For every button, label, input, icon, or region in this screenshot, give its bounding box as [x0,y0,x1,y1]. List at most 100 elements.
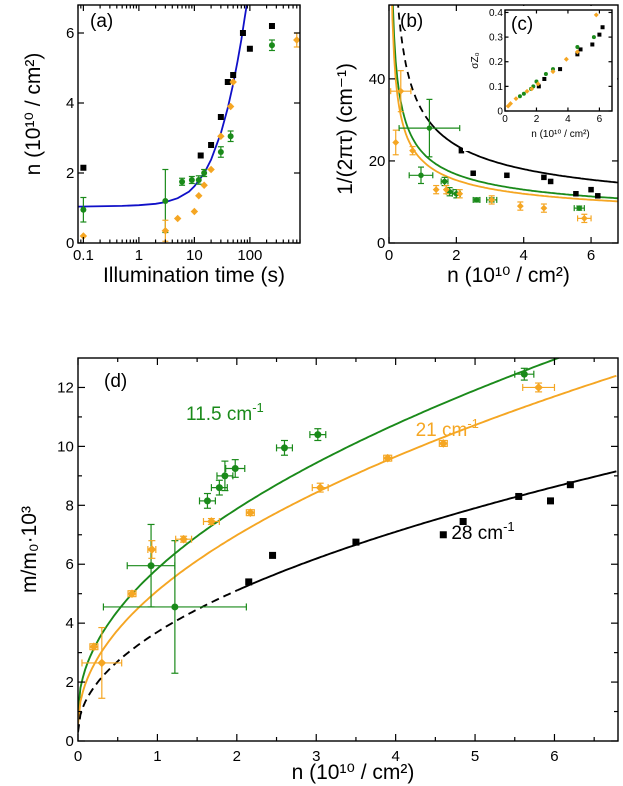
data-point-circle [520,370,528,378]
data-point-diamond [397,87,405,95]
x-axis-label: Illumination time (s) [103,264,285,287]
y-axis-label: σZ₀ [470,52,481,68]
inset-background [463,6,617,151]
data-point-square [595,193,601,199]
series-0 [245,481,574,586]
data-point-circle [426,125,433,131]
data-point-square [268,23,275,29]
data-point-circle [268,42,275,49]
data-point-diamond [173,214,182,223]
data-point-diamond [534,383,543,392]
data-point-square [269,551,277,559]
data-point-diamond [593,12,599,18]
x-tick-label: 1 [135,247,143,264]
data-point-diamond [488,196,496,204]
y-tick-label: 20 [369,153,386,170]
series-0 [80,23,275,171]
y-tick-label: 10 [57,438,74,455]
y-axis-label: 1/(2πτ) (cm⁻¹) [334,63,357,195]
data-point-square [578,47,583,52]
data-point-circle [215,484,223,492]
data-point-square [536,84,541,89]
data-point-circle [147,562,155,570]
data-point-diamond [229,78,237,86]
data-point-square [230,72,237,78]
annotation-superscript: -1 [252,400,264,415]
data-point-circle [179,178,186,185]
data-point-diamond [392,139,400,146]
data-point-square [217,114,224,120]
data-point-circle [280,444,288,452]
data-point-diamond [200,181,208,189]
data-point-square [597,32,602,37]
data-point-circle [575,44,580,49]
model-curve-dashed [78,589,238,733]
model-curve [78,358,562,714]
panel-label-c: (c) [511,14,533,35]
data-point-diamond [217,132,225,140]
y-tick-label: 8 [65,497,73,514]
x-tick-label: 0 [385,247,393,264]
plot-area [78,5,300,242]
axes-c-frame [504,9,613,112]
data-point-diamond [147,545,157,554]
data-point-diamond [540,204,548,212]
data-point-diamond [550,69,556,75]
data-point-circle [418,172,424,179]
y-tick-label: 40 [369,71,386,88]
data-point-circle [517,94,522,99]
panel-label-d: (d) [104,371,127,392]
annotation-text: 28 cm [451,523,503,544]
fit-curve [78,5,248,208]
x-tick-label: 4 [391,748,399,765]
y-tick-label: 2 [65,674,73,691]
x-axis-label: n (10¹⁰ / cm²) [447,264,570,287]
series-2 [390,70,592,224]
data-point-diamond [179,534,188,544]
x-axis-label: n (10¹⁰ / cm²) [292,761,415,784]
data-point-circle [221,472,229,480]
curve-annotation: 28 cm-1 [451,519,514,544]
data-point-diamond [432,186,440,194]
data-point-circle [188,177,195,183]
y-tick-label: 2 [66,165,74,182]
data-point-square [541,174,547,181]
data-point-square [566,481,574,489]
y-tick-label: 6 [65,556,73,573]
data-point-diamond [529,86,535,92]
x-tick-label: 4 [565,114,571,125]
data-point-diamond [508,101,513,107]
data-point-square [224,79,231,85]
y-tick-label: 0 [65,733,73,750]
data-point-square [542,76,547,81]
data-point-circle [473,197,480,203]
model-curve [78,374,617,725]
model-curve [391,5,618,203]
y-tick-label: 0.2 [489,57,503,68]
data-point-square [470,170,476,176]
x-tick-label: 2 [452,247,460,264]
data-point-diamond [505,103,511,109]
axes-d-frame [77,357,619,742]
data-point-circle [195,177,202,183]
data-point-square [239,30,246,36]
data-point-diamond [207,517,216,526]
data-point-circle [314,431,322,439]
data-point-diamond [438,439,448,448]
x-tick-label: 5 [471,748,479,765]
data-point-square [245,578,253,586]
model-curve [391,5,618,200]
data-point-diamond [190,207,199,216]
annotation-text: 11.5 cm [186,404,252,425]
data-point-square [197,152,204,159]
data-point-square [246,45,253,52]
x-tick-label: 1 [153,748,161,765]
data-point-square [547,497,554,505]
data-point-diamond [516,202,524,210]
series-1 [102,367,535,674]
y-tick-label: 0 [497,107,503,118]
series-2 [505,12,599,109]
data-point-diamond [535,81,541,87]
model-curve [237,470,617,591]
data-point-diamond [442,186,450,194]
